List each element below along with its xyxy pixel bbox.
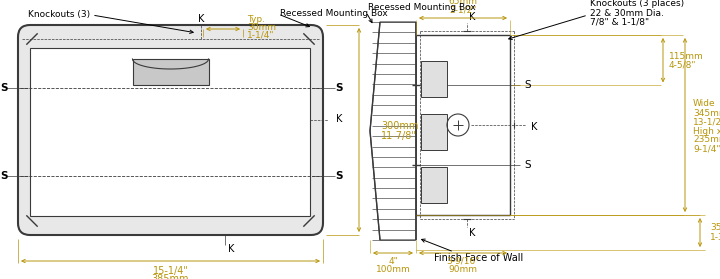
Text: 385mm: 385mm — [152, 274, 189, 279]
Text: 300mm: 300mm — [381, 121, 418, 131]
Text: 9-1/4": 9-1/4" — [693, 145, 720, 153]
Text: 100mm: 100mm — [376, 264, 410, 273]
Text: 65mm: 65mm — [449, 0, 477, 6]
Text: 3-9/16": 3-9/16" — [446, 256, 480, 266]
Text: K: K — [336, 114, 342, 124]
Text: 30mm: 30mm — [247, 23, 276, 32]
Text: S: S — [525, 80, 531, 90]
Text: 235mm: 235mm — [693, 136, 720, 145]
Text: 90mm: 90mm — [449, 264, 477, 273]
Text: 115mm: 115mm — [669, 52, 703, 61]
Text: 15-1/4": 15-1/4" — [153, 266, 189, 276]
Text: Recessed Mounting Box: Recessed Mounting Box — [368, 4, 476, 13]
Text: 35mm: 35mm — [710, 223, 720, 232]
Text: S: S — [0, 171, 8, 181]
Bar — [421, 61, 447, 97]
Text: 4": 4" — [388, 256, 398, 266]
Text: High x: High x — [693, 126, 720, 136]
Text: 1-1/4": 1-1/4" — [247, 30, 274, 40]
Bar — [421, 114, 447, 150]
Text: 2-1/2": 2-1/2" — [449, 6, 477, 15]
Text: K: K — [228, 244, 235, 254]
Text: 4-5/8": 4-5/8" — [669, 61, 696, 70]
Text: Knockouts (3 places): Knockouts (3 places) — [590, 0, 684, 8]
Bar — [30, 48, 310, 216]
Polygon shape — [370, 22, 416, 240]
Text: K: K — [531, 122, 537, 132]
Text: 13-1/2": 13-1/2" — [693, 117, 720, 126]
Text: S: S — [525, 160, 531, 170]
Text: 345mm: 345mm — [693, 109, 720, 117]
Text: Knockouts (3): Knockouts (3) — [28, 11, 90, 20]
Text: K: K — [198, 14, 204, 24]
Text: S: S — [336, 83, 343, 93]
Text: Typ.: Typ. — [247, 15, 265, 23]
Bar — [421, 167, 447, 203]
Text: 7/8" & 1-1/8": 7/8" & 1-1/8" — [590, 18, 649, 27]
Text: 22 & 30mm Dia.: 22 & 30mm Dia. — [590, 8, 664, 18]
Text: K: K — [469, 12, 475, 22]
Text: 11-7/8": 11-7/8" — [381, 131, 417, 141]
Text: Finish Face of Wall: Finish Face of Wall — [434, 253, 523, 263]
Text: S: S — [336, 171, 343, 181]
Text: Recessed Mounting Box: Recessed Mounting Box — [280, 9, 388, 18]
Text: S: S — [0, 83, 8, 93]
Text: Wide: Wide — [693, 100, 716, 109]
Bar — [132, 59, 209, 85]
Text: K: K — [469, 228, 475, 238]
Text: 1-3/8": 1-3/8" — [710, 232, 720, 241]
FancyBboxPatch shape — [18, 25, 323, 235]
